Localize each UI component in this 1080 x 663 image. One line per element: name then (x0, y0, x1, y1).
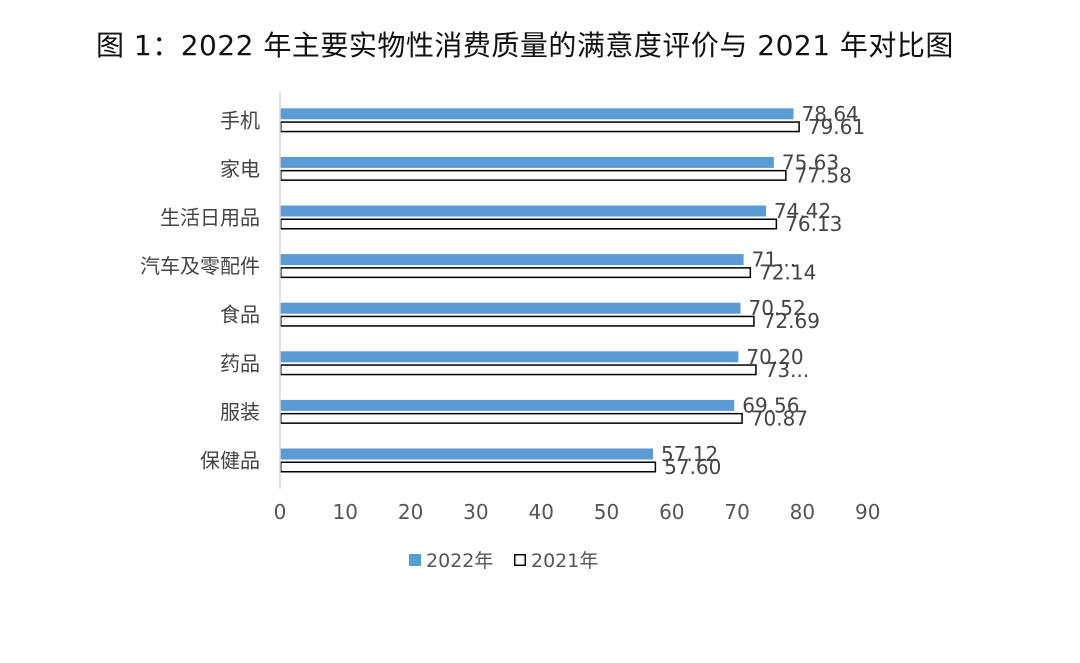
x-tick-label: 70 (724, 500, 749, 524)
chart-title: 图 1：2022 年主要实物性消费质量的满意度评价与 2021 年对比图 (96, 29, 954, 62)
x-tick-label: 40 (528, 500, 553, 524)
legend-label-2022: 2022年 (426, 550, 493, 572)
data-label: 75.63 (782, 150, 839, 174)
x-tick-label: 10 (333, 500, 358, 524)
legend-label-2021: 2021年 (531, 550, 598, 572)
data-label: 74.42 (774, 199, 831, 223)
bar-2022 (280, 205, 766, 217)
category-label: 汽车及零配件 (140, 254, 260, 278)
data-label: 77.58 (795, 163, 852, 187)
x-tick-labels: 0 10 20 30 40 50 60 70 80 90 (274, 500, 881, 524)
x-tick-label: 0 (274, 500, 287, 524)
category-label: 家电 (220, 157, 260, 181)
data-label: 70.87 (751, 406, 808, 430)
bar-2021 (280, 121, 800, 133)
category-label: 生活日用品 (160, 206, 260, 230)
x-tick-label: 80 (790, 500, 815, 524)
data-label: 71... (752, 248, 797, 272)
bar-2022 (280, 448, 653, 460)
data-label: 57.12 (661, 442, 718, 466)
bar-2021 (280, 218, 778, 230)
data-label: 73... (765, 358, 810, 382)
x-tick-label: 50 (594, 500, 619, 524)
legend-swatch-2021 (514, 554, 526, 566)
legend-swatch-2022 (409, 554, 421, 566)
data-label: 79.61 (808, 115, 865, 139)
data-label: 57.60 (664, 455, 721, 479)
bar-2022 (280, 399, 735, 411)
bar-2021 (280, 267, 752, 279)
data-label: 72.69 (763, 309, 820, 333)
bar-2022 (280, 302, 741, 314)
x-tick-label: 30 (463, 500, 488, 524)
x-tick-label: 90 (855, 500, 880, 524)
bar-2022 (280, 108, 794, 120)
category-label: 手机 (220, 108, 260, 132)
bar-2021 (280, 412, 743, 424)
category-label: 服装 (220, 400, 260, 424)
data-label: 72.14 (759, 261, 816, 285)
legend: 2022年 2021年 (409, 550, 598, 572)
data-label: 78.64 (802, 102, 859, 126)
category-label: 保健品 (200, 449, 260, 473)
bars (280, 108, 800, 473)
bar-2021 (280, 461, 657, 473)
x-tick-label: 20 (398, 500, 423, 524)
bar-2021 (280, 315, 755, 327)
category-label: 药品 (220, 351, 260, 375)
bar-2022 (280, 156, 774, 168)
bar-2022 (280, 351, 739, 363)
x-tick-label: 60 (659, 500, 684, 524)
bar-2021 (280, 364, 757, 376)
data-label: 69.56 (742, 393, 799, 417)
data-label: 76.13 (785, 212, 842, 236)
data-label: 70.20 (746, 345, 803, 369)
data-label: 70.52 (748, 296, 805, 320)
category-label: 食品 (220, 303, 260, 327)
bar-2021 (280, 169, 787, 181)
bar-2022 (280, 254, 744, 266)
